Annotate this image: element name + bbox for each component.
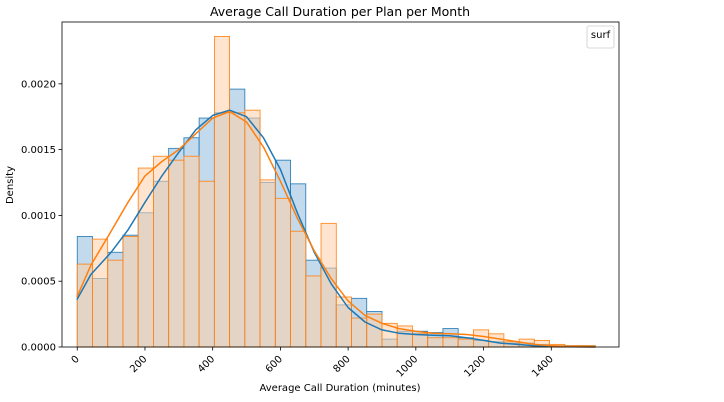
- histogram-bar: [305, 275, 322, 348]
- legend-title: surf: [591, 30, 611, 41]
- histogram-bars: [76, 36, 596, 348]
- plot-frame: [61, 21, 620, 348]
- histogram-bar: [290, 230, 307, 348]
- y-tick-label: 0.0010: [21, 211, 56, 222]
- kde-line: [76, 109, 596, 348]
- x-tick-label: 400: [196, 354, 217, 375]
- histogram-bar: [442, 337, 459, 348]
- histogram-bar: [213, 36, 231, 348]
- chart-title: Average Call Duration per Plan per Month: [210, 4, 470, 19]
- legend-box: [586, 25, 615, 49]
- y-tick-label: 0.0020: [21, 79, 56, 90]
- histogram-bar: [168, 159, 185, 348]
- histogram-bar: [107, 259, 124, 348]
- x-tick-label: 1000: [395, 354, 421, 380]
- histogram-bar: [457, 338, 474, 348]
- x-tick-label: 0: [70, 354, 82, 366]
- kde-lines: [76, 109, 596, 348]
- kde-line: [76, 110, 596, 348]
- histogram-bar: [183, 155, 200, 348]
- y-tick-label: 0.0000: [21, 343, 56, 354]
- histogram-bar: [320, 222, 337, 348]
- histogram-bar: [198, 180, 215, 348]
- x-tick-label: 600: [264, 354, 285, 375]
- histogram-bar: [122, 236, 139, 348]
- histogram-bar: [259, 179, 276, 348]
- y-tick-label: 0.0005: [21, 277, 56, 288]
- legend: surf: [586, 25, 615, 49]
- x-tick-label: 800: [331, 354, 352, 375]
- x-tick-label: 1400: [530, 354, 556, 380]
- histogram-bar: [92, 238, 109, 348]
- histogram-bar: [488, 333, 505, 348]
- y-axis-label: Density: [5, 166, 16, 204]
- histogram-bar: [274, 197, 291, 348]
- histogram-bar: [335, 296, 352, 348]
- histogram-bar: [137, 167, 154, 348]
- x-tick-label: 200: [128, 354, 149, 375]
- histogram-bar: [244, 109, 261, 348]
- x-tick-label: 1200: [462, 354, 488, 380]
- y-axis-ticks: 0.0000 0.0005 0.0010 0.0015 0.0020: [21, 79, 62, 354]
- x-axis-ticks: 0 200 400 600 800 1000 1200 1400: [70, 347, 556, 380]
- y-tick-label: 0.0015: [21, 145, 56, 156]
- x-axis-label: Average Call Duration (minutes): [260, 383, 421, 394]
- histogram-bar: [427, 337, 444, 348]
- histogram-bar: [229, 112, 246, 348]
- histogram-bar: [412, 333, 429, 348]
